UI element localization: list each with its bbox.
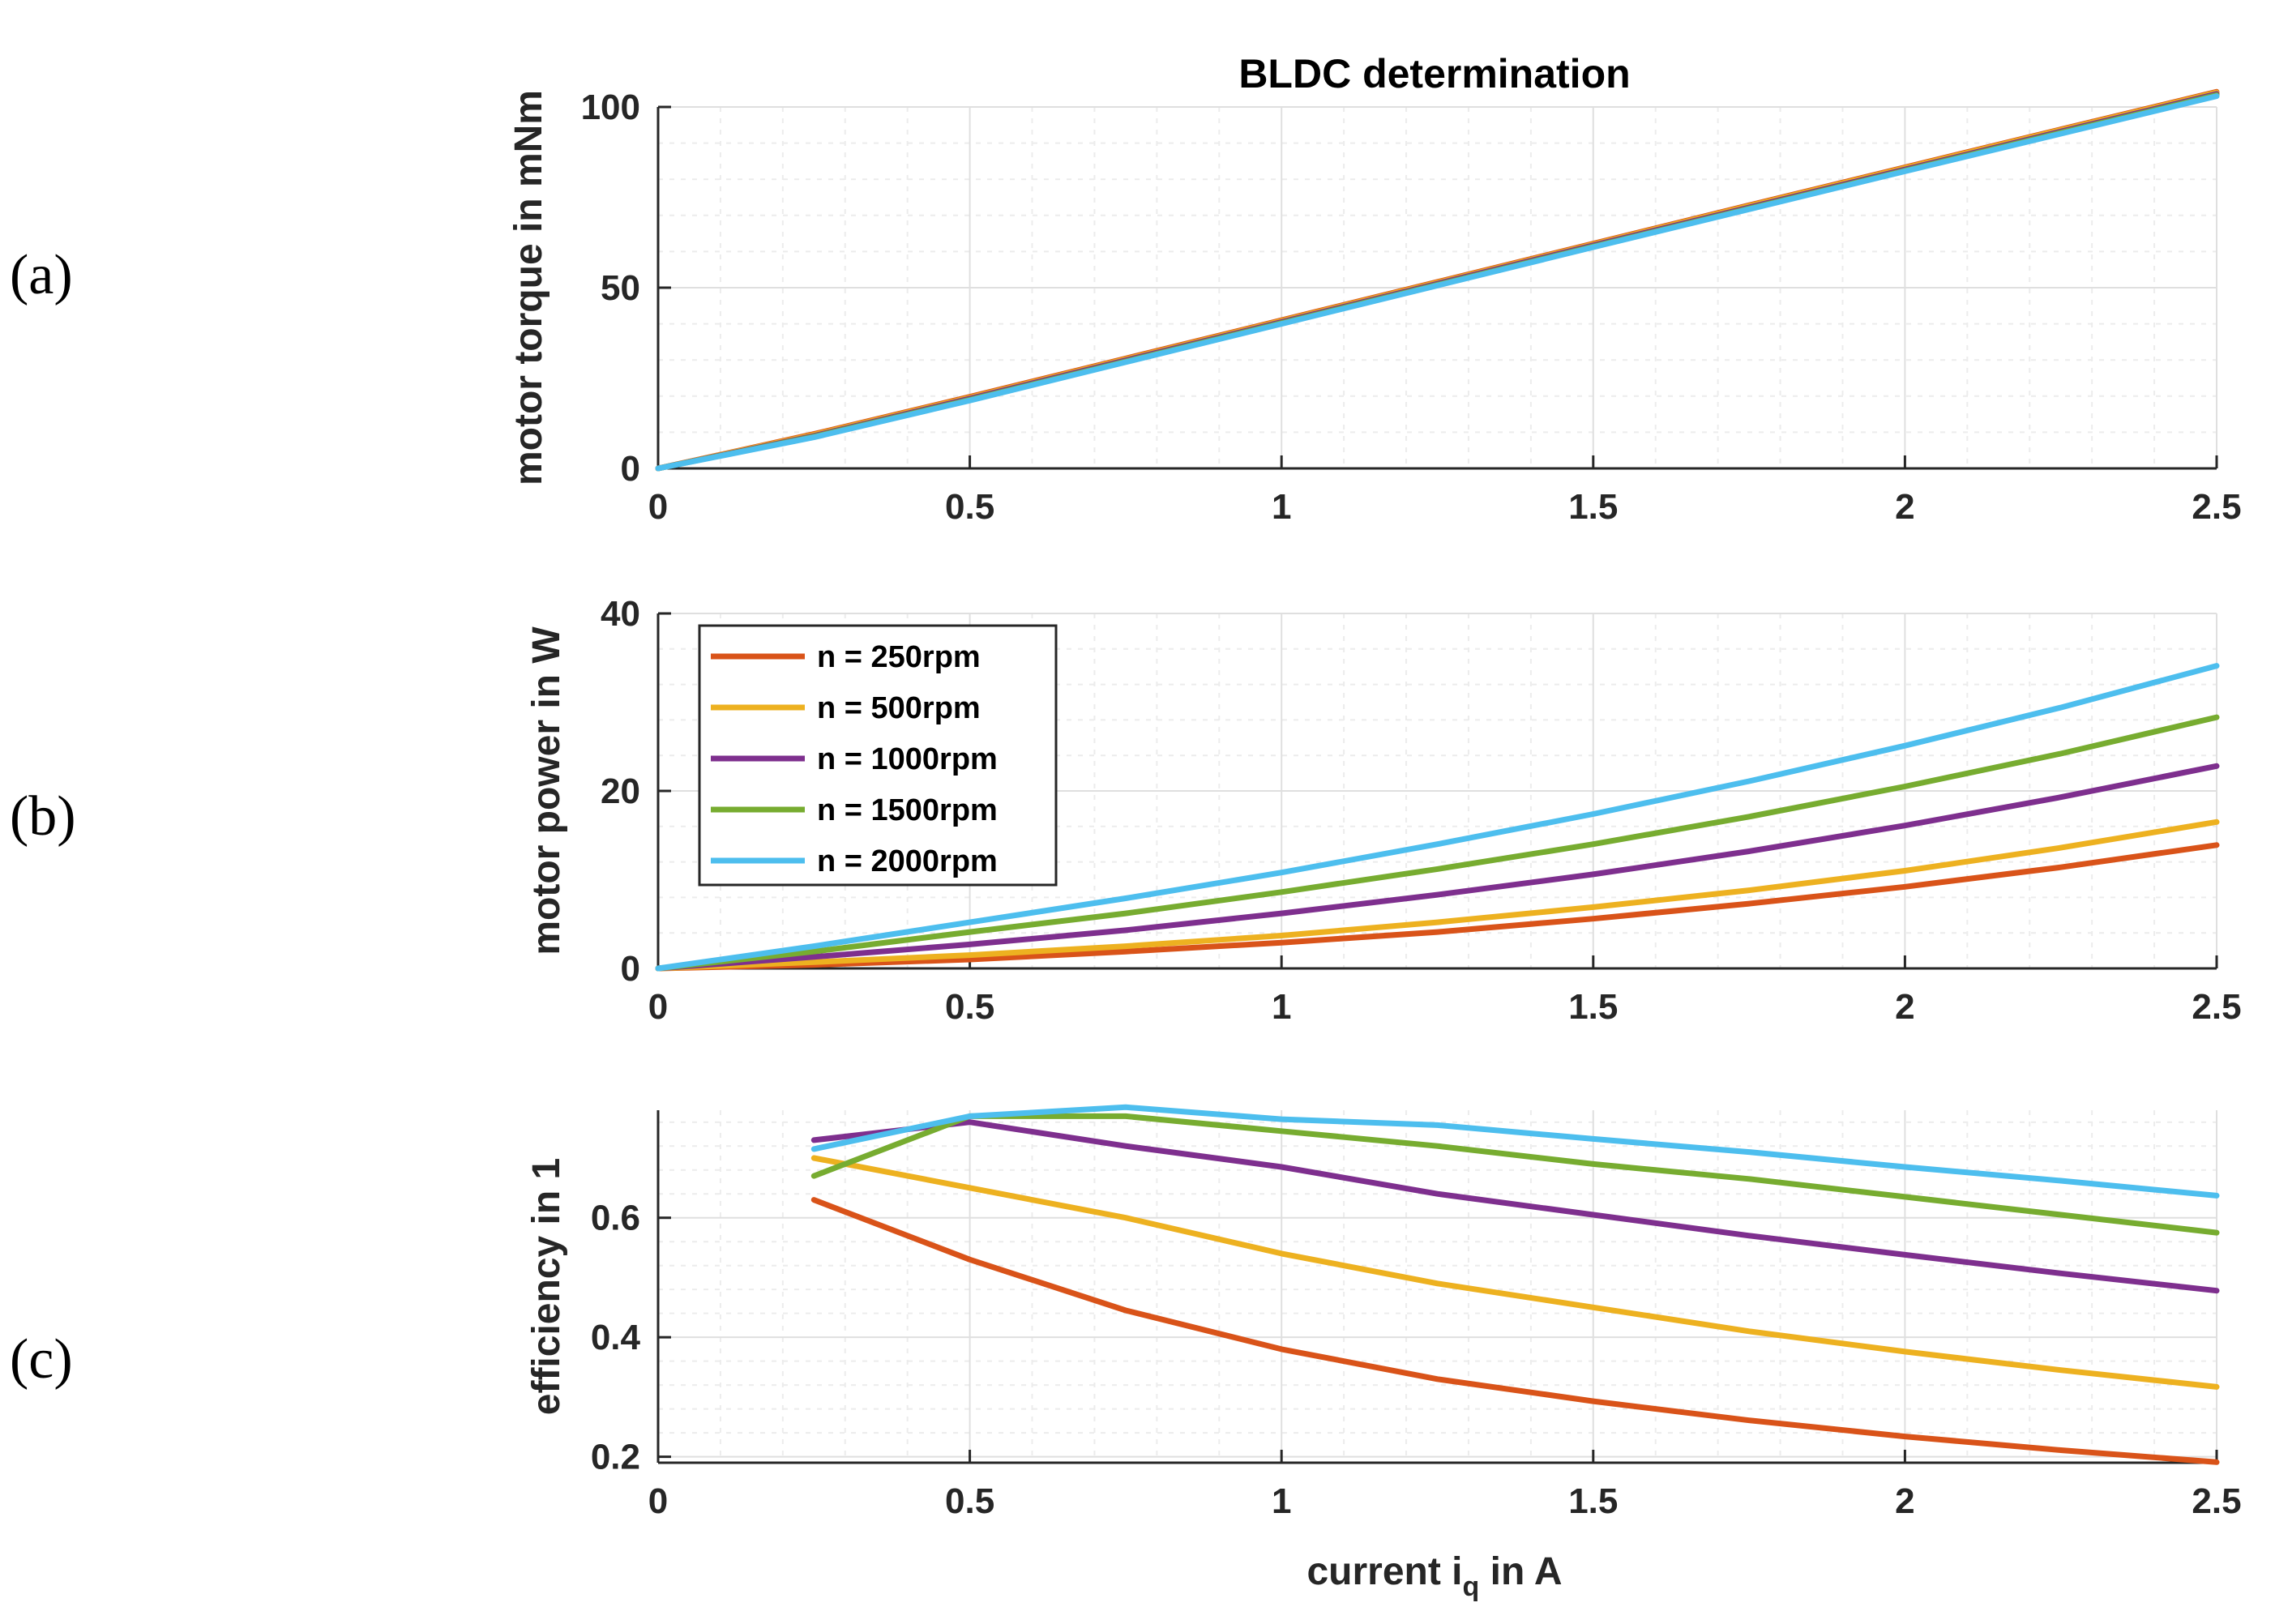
x-axis-label-main: current i bbox=[1306, 1550, 1462, 1593]
y-tick-label: 0.2 bbox=[591, 1438, 640, 1477]
y-tick-label: 0.4 bbox=[591, 1318, 641, 1357]
y-axis-label: efficiency in 1 bbox=[525, 1158, 568, 1415]
x-tick-label: 0.5 bbox=[945, 487, 994, 527]
legend-label: n = 250rpm bbox=[817, 640, 981, 674]
legend-label: n = 1500rpm bbox=[817, 793, 998, 827]
x-tick-label: 1 bbox=[1272, 987, 1291, 1027]
series-line-n2000 bbox=[810, 1104, 2220, 1199]
x-tick-label: 1 bbox=[1272, 1481, 1291, 1521]
legend: n = 250rpm n = 500rpm n = 1000rpm n = 1500r… bbox=[698, 624, 1058, 887]
y-tick-label: 20 bbox=[601, 771, 640, 811]
x-axis-label-sub: q bbox=[1463, 1571, 1480, 1602]
series-line-n2000 bbox=[655, 663, 2220, 972]
x-tick-label: 2 bbox=[1895, 987, 1914, 1027]
legend-label: n = 500rpm bbox=[817, 691, 981, 725]
x-tick-label: 2.5 bbox=[2192, 987, 2241, 1027]
series-line-n250 bbox=[810, 1197, 2220, 1465]
series-line-n1500 bbox=[810, 1113, 2220, 1236]
series-line-n500 bbox=[810, 1155, 2220, 1390]
x-tick-label: 2.5 bbox=[2192, 1481, 2241, 1521]
legend-label: n = 1000rpm bbox=[817, 742, 998, 776]
x-tick-label: 2 bbox=[1895, 487, 1914, 527]
x-tick-label: 0 bbox=[648, 987, 668, 1027]
y-tick-label: 0 bbox=[621, 449, 640, 489]
x-tick-label: 2.5 bbox=[2192, 487, 2241, 527]
x-axis-label: current iq in A bbox=[1306, 1550, 1562, 1602]
x-tick-label: 0.5 bbox=[945, 987, 994, 1027]
x-tick-label: 1.5 bbox=[1568, 1481, 1618, 1521]
chart-title: BLDC determination bbox=[1238, 51, 1630, 96]
x-tick-label: 0.5 bbox=[945, 1481, 994, 1521]
legend-label: n = 2000rpm bbox=[817, 844, 998, 878]
y-axis-label: motor torque in mNm bbox=[507, 90, 550, 485]
series-line-n1500 bbox=[655, 714, 2220, 972]
legend-box bbox=[698, 624, 1058, 887]
series-line-n1000 bbox=[810, 1119, 2220, 1294]
panel-label-c: (c) bbox=[10, 1328, 73, 1391]
series-line-n250 bbox=[655, 842, 2220, 972]
chart-efficiency: 0 0.5 1 1.5 2 2.5 0.2 0.4 0.6 efficiency in 1 bbox=[525, 1104, 2242, 1521]
x-tick-label: 1.5 bbox=[1568, 487, 1618, 527]
series-line-n500 bbox=[655, 818, 2220, 972]
series-line-n2000 bbox=[655, 93, 2220, 472]
y-tick-label: 100 bbox=[581, 88, 640, 127]
chart-power: 0 0.5 1 1.5 2 2.5 0 20 40 motor power in W n = 250… bbox=[525, 594, 2242, 1027]
y-tick-label: 0.6 bbox=[591, 1199, 640, 1238]
x-tick-label: 0 bbox=[648, 1481, 668, 1521]
x-tick-label: 0 bbox=[648, 487, 668, 527]
x-tick-label: 2 bbox=[1895, 1481, 1914, 1521]
panel-label-b: (b) bbox=[10, 785, 76, 848]
series-line-n1000 bbox=[655, 763, 2220, 972]
x-tick-label: 1 bbox=[1272, 487, 1291, 527]
y-tick-label: 50 bbox=[601, 268, 640, 308]
chart-torque: 0 0.5 1 1.5 2 2.5 0 50 100 motor torque in mNm bbox=[507, 88, 2242, 527]
panel-label-a: (a) bbox=[10, 244, 73, 306]
y-tick-label: 0 bbox=[621, 949, 640, 989]
y-axis-label: motor power in W bbox=[525, 626, 568, 955]
y-tick-label: 40 bbox=[601, 594, 640, 634]
x-axis-label-tail: in A bbox=[1479, 1550, 1562, 1593]
x-tick-label: 1.5 bbox=[1568, 987, 1618, 1027]
